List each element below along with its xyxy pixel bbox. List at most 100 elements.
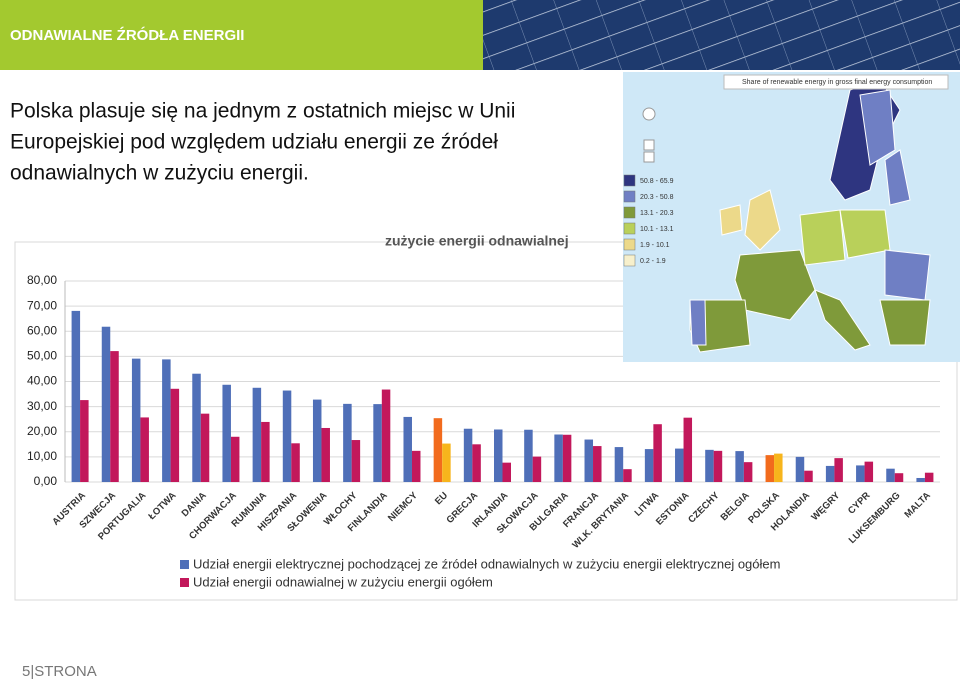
map: Share of renewable energy in gross final… — [623, 72, 960, 362]
legend-swatch — [180, 578, 189, 587]
bar — [321, 427, 330, 482]
legend-label: Udział energii elektrycznej pochodzącej … — [193, 556, 780, 571]
bar — [774, 453, 783, 482]
bar — [101, 326, 111, 482]
legend-swatch — [623, 238, 636, 251]
bar — [192, 373, 201, 482]
bar — [584, 439, 594, 482]
bar — [713, 450, 723, 482]
bar — [162, 359, 171, 482]
bar — [653, 424, 662, 482]
header-band — [0, 0, 483, 70]
bar — [644, 449, 654, 482]
map-country — [799, 209, 846, 266]
legend-label: 13.1 - 20.3 — [640, 210, 674, 217]
bar — [472, 444, 481, 482]
bar — [403, 416, 412, 482]
y-tick-label: 30,00 — [27, 399, 57, 413]
bar — [532, 456, 542, 482]
map-controls[interactable] — [642, 107, 656, 163]
map-country — [859, 89, 896, 166]
map-country — [839, 209, 891, 259]
bar — [261, 421, 270, 482]
map-country — [884, 249, 931, 301]
y-tick-label: 20,00 — [27, 424, 57, 438]
bar — [71, 310, 81, 482]
bar — [433, 418, 443, 482]
bar — [494, 429, 503, 482]
map-country — [719, 204, 743, 236]
bar — [351, 440, 361, 482]
bar — [80, 400, 89, 482]
bar — [743, 462, 753, 482]
bar — [562, 434, 572, 482]
body-line: Polska plasuje się na jednym z ostatnich… — [10, 100, 515, 123]
bar — [795, 456, 805, 482]
legend-label: 0.2 - 1.9 — [640, 258, 666, 265]
map-zoom-out[interactable] — [643, 151, 655, 163]
legend-label: 20.3 - 50.8 — [640, 194, 674, 201]
bar — [381, 389, 391, 482]
bar — [886, 468, 895, 482]
bar — [200, 413, 210, 482]
map-legend: 50.8 - 65.9 20.3 - 50.8 13.1 - 20.3 10.1 - … — [623, 174, 674, 267]
bar — [343, 403, 352, 482]
legend-swatch — [623, 254, 636, 267]
bar — [373, 404, 382, 482]
y-tick-label: 80,00 — [27, 273, 57, 287]
legend-label: 10.1 - 13.1 — [640, 226, 674, 233]
bar — [411, 450, 421, 482]
legend-label: 1.9 - 10.1 — [640, 242, 670, 249]
map-title-box — [723, 74, 949, 90]
bar — [623, 469, 632, 482]
bar — [554, 434, 563, 482]
legend-swatch — [623, 174, 636, 187]
y-tick-label: 70,00 — [27, 298, 57, 312]
legend-swatch — [623, 206, 636, 219]
y-tick-label: 60,00 — [27, 323, 57, 337]
bar — [683, 417, 693, 482]
legend-swatch — [180, 560, 189, 569]
bar — [856, 465, 865, 482]
bar — [593, 446, 602, 482]
bar — [916, 477, 925, 482]
map-country — [744, 189, 781, 251]
header-title: ODNAWIALNE ŹRÓDŁA ENERGII — [10, 26, 244, 44]
bar — [834, 458, 843, 482]
map-control[interactable] — [642, 107, 656, 121]
map-zoom-in[interactable] — [643, 139, 655, 151]
y-tick-label: 10,00 — [27, 449, 57, 463]
bar — [524, 429, 533, 482]
bar — [804, 470, 813, 482]
bar — [110, 351, 119, 482]
body-line: Europejskiej pod względem udziału energi… — [10, 131, 498, 154]
page-number: 5|STRONA — [22, 663, 97, 680]
bar — [170, 388, 180, 482]
bar — [222, 384, 231, 482]
bar — [131, 358, 141, 482]
bar — [230, 436, 240, 482]
bar — [614, 447, 624, 482]
header-photo — [483, 0, 960, 70]
body-line: odnawialnych w zużyciu energii. — [10, 162, 309, 185]
legend-label: Udział energii odnawialnej w zużyciu ene… — [193, 574, 493, 589]
bar — [282, 390, 292, 482]
bar — [463, 428, 473, 482]
chart-title: zużycie energii odnawialnej — [385, 233, 569, 249]
y-tick-label: 50,00 — [27, 349, 57, 363]
bar — [924, 472, 934, 482]
bar — [312, 399, 322, 482]
bar — [502, 462, 511, 482]
map-country — [884, 149, 911, 206]
legend-swatch — [623, 190, 636, 203]
y-tick-label: 0,00 — [34, 474, 58, 488]
map-country — [879, 299, 931, 346]
bar — [291, 443, 300, 482]
y-tick-label: 40,00 — [27, 374, 57, 388]
bar — [252, 387, 262, 482]
map-title: Share of renewable energy in gross final… — [742, 79, 932, 86]
bar — [140, 417, 149, 482]
map-country — [689, 299, 707, 346]
bar — [675, 448, 684, 482]
